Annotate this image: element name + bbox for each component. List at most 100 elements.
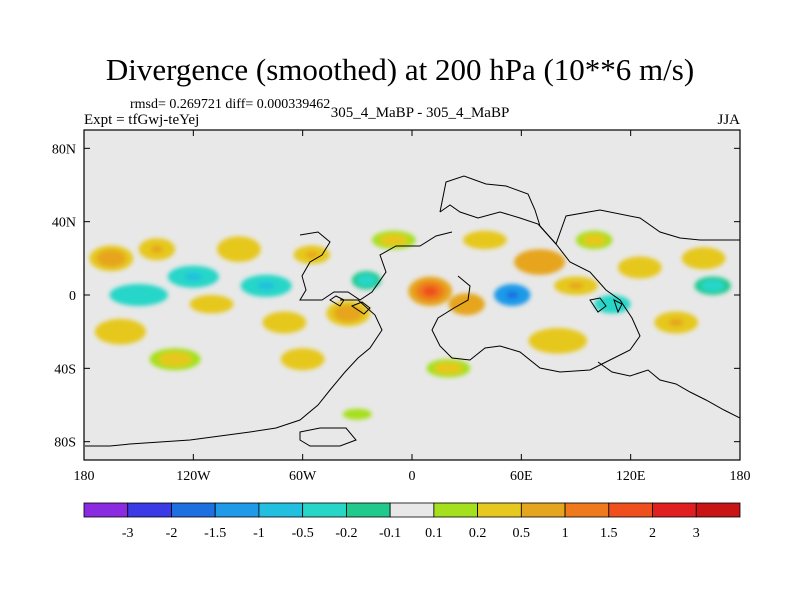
contour-cell-3 [138, 238, 176, 261]
x-tick-label: 180 [730, 469, 751, 484]
colorbar-swatch [83, 502, 129, 518]
contour-cell-29 [342, 408, 372, 420]
coastline-asia [439, 175, 740, 245]
y-tick-label: 40N [52, 216, 76, 231]
contour-cell-11 [351, 271, 381, 290]
coastline-layer [85, 175, 740, 447]
contour-cell-5 [189, 295, 234, 314]
season-label: JJA [717, 112, 740, 128]
experiment-label: Expt = tfGwj-teYej [84, 112, 200, 128]
contour-fill-layer [89, 230, 731, 420]
contour-ring [166, 355, 184, 363]
contour-ring [295, 355, 311, 363]
colorbar-swatch [171, 502, 216, 518]
colorbar-swatch [695, 502, 741, 518]
contour-cell-13 [280, 348, 325, 371]
contour-cell-19 [528, 328, 587, 354]
colorbar-swatch [389, 502, 435, 518]
y-tick-label: 80N [52, 142, 76, 157]
x-tick-label: 60E [510, 469, 533, 484]
colorbar-swatch [608, 502, 653, 518]
contour-ring [668, 318, 684, 327]
contour-cell-12 [149, 348, 201, 371]
coastline-europe-africa [431, 204, 641, 373]
colorbar-label: 1 [562, 526, 569, 541]
contour-ring [277, 318, 292, 327]
contour-cell-17 [514, 249, 566, 275]
colorbar-swatch [127, 502, 172, 518]
contour-ring [129, 291, 149, 299]
contour-ring [104, 253, 119, 263]
colorbar-label: 0.2 [469, 526, 487, 541]
colorbar-label: 1.5 [600, 526, 618, 541]
contour-ring [111, 327, 129, 337]
contour-cell-24 [694, 276, 731, 295]
colorbar-swatch [345, 502, 391, 518]
colorbar-label: 2 [649, 526, 656, 541]
contour-ring [548, 336, 568, 346]
axis-ticks: 180 120W 60W 0 60E 120E 180 80N 40N 0 40S 80S [52, 130, 751, 484]
coastline-australia [597, 361, 740, 419]
contour-ring [150, 245, 163, 253]
contour-cell-0 [89, 245, 134, 272]
contour-cell-4 [167, 265, 219, 288]
contour-ring [231, 244, 247, 254]
contour-cell-21 [617, 256, 662, 279]
contour-cell-1 [109, 284, 168, 306]
x-tick-label: 0 [409, 469, 416, 484]
contour-ring [184, 273, 202, 281]
contour-cell-18 [554, 276, 598, 295]
contour-cell-28 [426, 359, 471, 378]
contour-ring [352, 412, 363, 417]
coastline-islands [329, 295, 623, 315]
contour-cell-10 [326, 300, 371, 327]
contour-cell-15 [448, 293, 485, 316]
contour-cell-6 [217, 236, 261, 262]
contour-cell-27 [463, 230, 507, 250]
chart-title: Divergence (smoothed) at 200 hPa (10**6 … [105, 52, 695, 87]
contour-cell-25 [576, 230, 613, 250]
contour-ring [568, 282, 584, 289]
colorbar-label: 0.1 [425, 526, 443, 541]
contour-ring [696, 254, 711, 262]
contour-cell-22 [654, 311, 699, 334]
y-tick-label: 40S [54, 362, 76, 377]
contour-cell-9 [293, 245, 330, 264]
x-tick-label: 120W [176, 469, 211, 484]
contour-ring [531, 257, 549, 267]
contour-ring [632, 263, 648, 272]
coastline-antarctica [299, 427, 357, 447]
colorbar-swatch [520, 502, 566, 518]
contour-ring [606, 301, 619, 308]
contour-cell-16 [494, 284, 531, 306]
contour-ring [340, 309, 356, 318]
colorbar-swatch [477, 502, 522, 518]
subtitle-label: 305_4_MaBP - 305_4_MaBP [330, 105, 510, 121]
colorbar-swatch [214, 502, 260, 518]
y-tick-label: 80S [54, 436, 76, 451]
contour-ring [422, 286, 438, 297]
x-tick-label: 60W [289, 469, 317, 484]
contour-cell-23 [681, 247, 726, 270]
colorbar-swatch [258, 502, 304, 518]
contour-ring [460, 300, 473, 308]
contour-ring [361, 277, 372, 284]
coastline-south-america [85, 299, 383, 447]
colorbar-label: 0.5 [513, 526, 531, 541]
contour-cell-14 [408, 276, 453, 306]
colorbar-swatch [652, 502, 697, 518]
contour-ring [477, 236, 493, 244]
contour-ring [506, 291, 519, 299]
colorbar-label: -0.1 [379, 526, 401, 541]
contour-ring [204, 301, 219, 308]
contour-ring [257, 282, 275, 290]
coastline-americas [299, 231, 453, 301]
colorbar-swatch [433, 502, 478, 518]
stats-label: rmsd= 0.269721 diff= 0.000339462 [130, 97, 331, 112]
colorbar-swatch [302, 502, 347, 518]
colorbar-label: -3 [122, 526, 134, 541]
contour-ring [386, 236, 402, 244]
contour-ring [441, 365, 456, 372]
contour-cell-7 [240, 274, 292, 297]
